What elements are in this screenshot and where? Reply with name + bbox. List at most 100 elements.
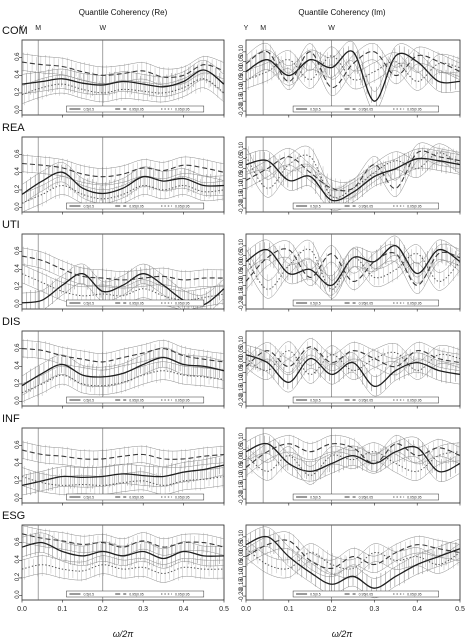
y-tick-label: 0.0	[15, 493, 21, 502]
x-tick-label: 0.3	[370, 606, 380, 613]
band-upper-edge	[22, 53, 224, 70]
y-tick-label: 0.6	[15, 440, 21, 449]
band-lower-edge	[246, 255, 460, 296]
band-lower-edge	[246, 60, 460, 112]
y-tick-label: 0.10	[239, 335, 245, 347]
legend-label: 0.05|0.95	[407, 107, 422, 111]
band-upper-edge	[22, 247, 224, 272]
y-tick-label: -0.05	[239, 364, 245, 378]
series-group	[246, 245, 460, 290]
y-tick-label: -0.15	[239, 190, 245, 204]
plot-frame	[245, 524, 461, 601]
series-line-dashed	[246, 150, 460, 192]
series-line-dotted	[22, 564, 224, 575]
band-lower-edge	[246, 557, 460, 579]
series-line-dashed	[246, 443, 460, 468]
top-marker-m: M	[260, 25, 266, 32]
y-tick-label: 0.6	[15, 52, 21, 61]
band-upper-edge	[22, 154, 224, 169]
y-tick-label: -0.10	[239, 568, 245, 582]
legend-label: 0.05|0.95	[407, 204, 422, 208]
band-upper-edge	[22, 162, 224, 185]
y-tick-label: 0.05	[239, 442, 245, 454]
series-line-dotted	[22, 370, 224, 394]
y-tick-label: 0.10	[239, 44, 245, 56]
legend-label: 0.5|0.5	[310, 204, 321, 208]
series-group	[246, 150, 460, 202]
series-line-dashed	[22, 162, 224, 178]
legend-box	[66, 590, 205, 598]
legend-label: 0.5|0.5	[310, 301, 321, 305]
y-tick-label: -0.15	[239, 93, 245, 107]
panel-uti-re: 0.0 0.2 0.4 0.6 0.5|0.5 0.95|0.05 0.05|0.95	[15, 233, 225, 312]
band-upper-edge	[22, 264, 224, 292]
series-group	[22, 449, 224, 487]
series-group	[22, 61, 224, 96]
band-group	[246, 235, 460, 299]
legend-label: 0.95|0.05	[359, 495, 374, 499]
series-line-solid	[22, 171, 224, 195]
band-upper-edge	[246, 433, 460, 463]
legend-label: 0.5|0.5	[83, 204, 94, 208]
y-tick-label: 0.05	[239, 345, 245, 357]
y-tick-label: -0.15	[239, 578, 245, 592]
legend-label: 0.05|0.95	[175, 495, 190, 499]
band-upper-edge	[22, 455, 224, 476]
series-line-dotted	[246, 248, 460, 290]
y-tick-label: 0.2	[15, 572, 21, 581]
legend-label: 0.05|0.95	[407, 592, 422, 596]
band-upper-edge	[246, 341, 460, 366]
series-line-solid	[22, 541, 224, 560]
y-tick-label: -0.10	[239, 83, 245, 97]
y-tick-label: 0.00	[239, 64, 245, 76]
band-upper-edge	[246, 46, 460, 73]
series-group	[22, 533, 224, 575]
series-line-dashed	[246, 539, 460, 570]
band-upper-edge	[22, 347, 224, 377]
legend-label: 0.95|0.05	[359, 301, 374, 305]
x-tick-label: 0.0	[241, 606, 251, 613]
y-tick-label: 0.00	[239, 355, 245, 367]
row-label: COM	[2, 25, 28, 37]
band-group	[246, 142, 460, 211]
panel-rea-im: -0.20-0.15-0.10-0.050.000.050.10 0.5|0.5 0…	[239, 136, 461, 215]
y-tick-label: 0.6	[15, 343, 21, 352]
legend-label: 0.95|0.05	[359, 107, 374, 111]
series-group	[246, 50, 460, 102]
y-tick-label: -0.10	[239, 180, 245, 194]
series-line-dotted	[246, 548, 460, 570]
band-upper-edge	[22, 69, 224, 86]
band-lower-edge	[22, 171, 224, 186]
legend-box	[66, 202, 205, 210]
band-lower-edge	[22, 379, 224, 403]
panel-dis-im: -0.20-0.15-0.10-0.050.000.050.10 0.5|0.5 0…	[239, 330, 461, 409]
panel-inf-im: -0.20-0.15-0.10-0.050.000.050.10 0.5|0.5 0…	[239, 427, 461, 506]
y-tick-label: -0.20	[239, 200, 245, 214]
band-group	[246, 337, 460, 397]
y-tick-label: -0.20	[239, 297, 245, 311]
x-tick-label: 0.5	[455, 606, 465, 613]
series-line-dashed	[22, 61, 224, 78]
series-line-solid	[22, 69, 224, 88]
series-line-dotted	[246, 55, 460, 82]
band-upper-edge	[246, 344, 460, 377]
band-lower-edge	[43, 283, 224, 309]
y-tick-label: 0.4	[15, 263, 21, 272]
series-group	[246, 535, 460, 589]
panel-inf-re: 0.0 0.2 0.4 0.6 0.5|0.5 0.95|0.05 0.05|0.95	[15, 427, 225, 506]
y-tick-label: 0.6	[15, 246, 21, 255]
x-tick-label: 0.4	[179, 606, 189, 613]
x-tick-label: 0.2	[327, 606, 337, 613]
legend-label: 0.5|0.5	[83, 398, 94, 402]
series-line-solid	[246, 442, 460, 473]
band-lower-edge	[22, 474, 224, 496]
y-tick-label: 0.2	[15, 281, 21, 290]
y-tick-label: 0.05	[239, 539, 245, 551]
band-upper-edge	[22, 176, 224, 195]
y-tick-label: -0.15	[239, 384, 245, 398]
legend-label: 0.05|0.95	[407, 495, 422, 499]
series-line-dashed	[22, 255, 224, 281]
y-tick-label: 0.2	[15, 475, 21, 484]
legend-box	[292, 105, 439, 113]
y-tick-label: -0.10	[239, 277, 245, 291]
